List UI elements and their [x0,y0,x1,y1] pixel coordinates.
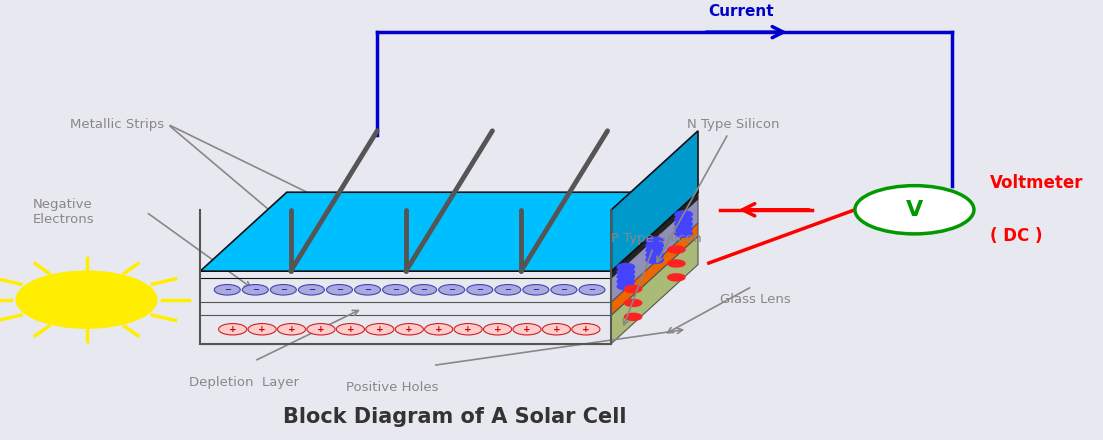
Circle shape [667,260,685,267]
Circle shape [383,285,408,295]
Text: Positive Holes: Positive Holes [346,381,439,394]
Text: +: + [435,325,442,334]
Text: +: + [376,325,384,334]
Circle shape [278,323,306,335]
Circle shape [618,278,634,285]
Text: +: + [553,325,560,334]
Text: +: + [464,325,472,334]
Circle shape [646,252,663,259]
Text: Metallic Strips: Metallic Strips [71,118,164,131]
Circle shape [326,285,353,295]
Text: −: − [476,285,483,294]
Circle shape [513,323,542,335]
Circle shape [624,286,642,293]
Circle shape [248,323,276,335]
Text: +: + [258,325,266,334]
Text: +: + [523,325,531,334]
Text: Depletion  Layer: Depletion Layer [190,377,299,389]
Circle shape [395,323,424,335]
Circle shape [17,271,157,328]
Text: +: + [406,325,414,334]
Circle shape [425,323,452,335]
Text: Block Diagram of A Solar Cell: Block Diagram of A Solar Cell [282,407,627,427]
Text: +: + [318,325,324,334]
Text: −: − [448,285,456,294]
Circle shape [523,285,549,295]
Circle shape [454,323,482,335]
Circle shape [675,216,693,223]
Circle shape [618,283,634,290]
Text: −: − [589,285,596,294]
Circle shape [675,220,693,227]
Text: −: − [560,285,567,294]
Text: −: − [251,285,259,294]
Circle shape [618,264,634,271]
Circle shape [579,285,604,295]
Text: P Type Silicon: P Type Silicon [611,232,703,325]
Circle shape [439,285,464,295]
Polygon shape [611,236,698,344]
Text: −: − [504,285,512,294]
Polygon shape [611,131,698,271]
Circle shape [675,230,693,237]
Text: +: + [582,325,590,334]
Circle shape [646,242,663,249]
Circle shape [667,246,685,253]
Circle shape [624,300,642,307]
Circle shape [675,225,693,232]
Text: +: + [228,325,236,334]
Circle shape [543,323,570,335]
Circle shape [855,186,974,234]
Polygon shape [201,192,698,271]
Circle shape [624,313,642,320]
Polygon shape [611,223,698,315]
Circle shape [618,273,634,280]
Text: Glass Lens: Glass Lens [719,293,791,306]
Circle shape [618,268,634,275]
Text: N Type Silicon: N Type Silicon [657,118,780,262]
Text: +: + [288,325,296,334]
Circle shape [218,323,247,335]
Circle shape [354,285,381,295]
Circle shape [483,323,512,335]
Circle shape [366,323,394,335]
Circle shape [667,274,685,281]
Polygon shape [611,192,698,278]
Circle shape [410,285,437,295]
Circle shape [467,285,493,295]
Text: −: − [336,285,343,294]
Circle shape [675,211,693,218]
Circle shape [307,323,335,335]
Circle shape [646,237,663,244]
Circle shape [243,285,268,295]
Text: −: − [533,285,539,294]
Text: −: − [224,285,231,294]
Text: Current: Current [708,4,774,19]
Text: V: V [906,200,923,220]
Text: +: + [346,325,354,334]
Polygon shape [611,199,698,302]
Text: −: − [308,285,315,294]
Text: −: − [392,285,399,294]
Circle shape [550,285,577,295]
Text: Negative
Electrons: Negative Electrons [32,198,94,226]
Circle shape [495,285,521,295]
Circle shape [299,285,324,295]
Circle shape [646,247,663,254]
Text: ( DC ): ( DC ) [990,227,1042,246]
Circle shape [646,257,663,264]
Text: +: + [494,325,502,334]
Text: −: − [420,285,427,294]
Circle shape [214,285,240,295]
Circle shape [571,323,600,335]
Text: Voltmeter: Voltmeter [990,174,1083,192]
Circle shape [270,285,297,295]
Text: −: − [364,285,371,294]
Circle shape [336,323,364,335]
Text: −: − [280,285,287,294]
